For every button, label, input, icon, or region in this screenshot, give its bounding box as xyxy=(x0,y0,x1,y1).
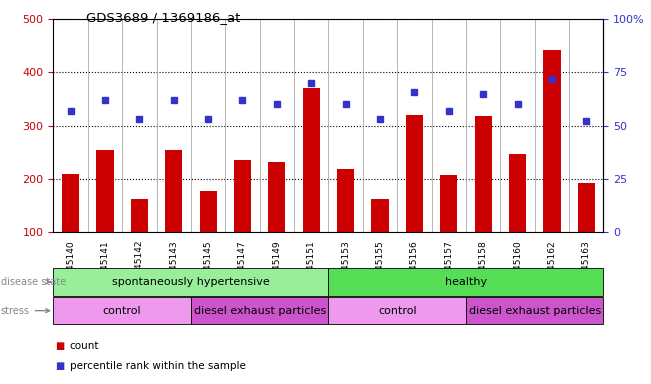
Bar xyxy=(165,150,182,232)
Bar xyxy=(303,88,320,232)
Text: control: control xyxy=(378,306,417,316)
Bar xyxy=(440,175,458,232)
Bar xyxy=(577,183,595,232)
Text: control: control xyxy=(103,306,141,316)
Bar xyxy=(544,50,561,232)
Bar xyxy=(475,116,492,232)
Bar xyxy=(131,199,148,232)
Text: ■: ■ xyxy=(55,341,64,351)
Bar xyxy=(96,150,113,232)
Bar xyxy=(199,191,217,232)
Bar xyxy=(234,161,251,232)
Text: healthy: healthy xyxy=(445,277,487,287)
Text: count: count xyxy=(70,341,99,351)
Text: stress: stress xyxy=(1,306,30,316)
Text: GDS3689 / 1369186_at: GDS3689 / 1369186_at xyxy=(86,12,240,25)
Bar xyxy=(268,162,285,232)
Bar xyxy=(337,169,354,232)
Bar xyxy=(406,115,423,232)
Bar xyxy=(62,174,79,232)
Bar xyxy=(372,199,389,232)
Text: disease state: disease state xyxy=(1,277,66,287)
Text: ■: ■ xyxy=(55,361,64,371)
Bar xyxy=(509,154,526,232)
Text: percentile rank within the sample: percentile rank within the sample xyxy=(70,361,245,371)
Text: diesel exhaust particles: diesel exhaust particles xyxy=(193,306,326,316)
Text: diesel exhaust particles: diesel exhaust particles xyxy=(469,306,601,316)
Text: spontaneously hypertensive: spontaneously hypertensive xyxy=(112,277,270,287)
